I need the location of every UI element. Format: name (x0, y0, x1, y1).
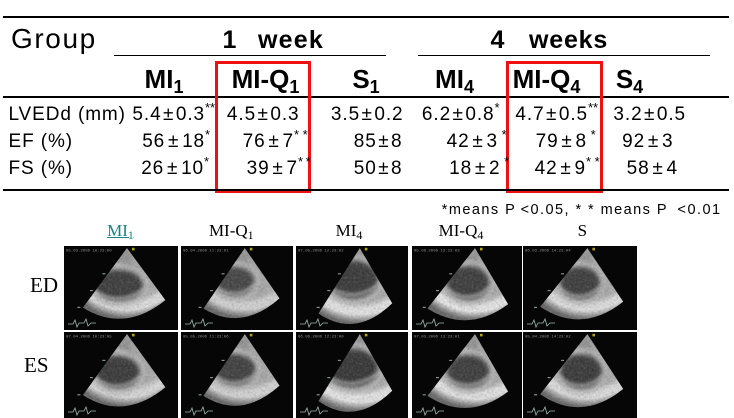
svg-text:05.06.2006 13:23:03: 05.06.2006 13:23:03 (414, 250, 460, 254)
svg-text:06.04.2006 11:23:01: 06.04.2006 11:23:01 (183, 250, 229, 254)
svg-text:07.03.2006 13:23:01: 07.03.2006 13:23:01 (414, 336, 460, 340)
svg-text:05.05.2006 11:23:06: 05.05.2006 11:23:06 (183, 336, 229, 340)
svg-text:05.04.2006 14:23:02: 05.04.2006 14:23:02 (525, 336, 571, 340)
svg-text:06.06.2006 12:23:00: 06.06.2006 12:23:00 (298, 336, 344, 340)
svg-text:07.05.2006 12:23:02: 07.05.2006 12:23:02 (298, 250, 344, 254)
svg-text:07.04.2006 10:23:05: 07.04.2006 10:23:05 (66, 336, 112, 340)
svg-text:06.03.2006 14:23:04: 06.03.2006 14:23:04 (525, 250, 571, 254)
svg-text:05.03.2006 10:23:00: 05.03.2006 10:23:00 (66, 250, 112, 254)
